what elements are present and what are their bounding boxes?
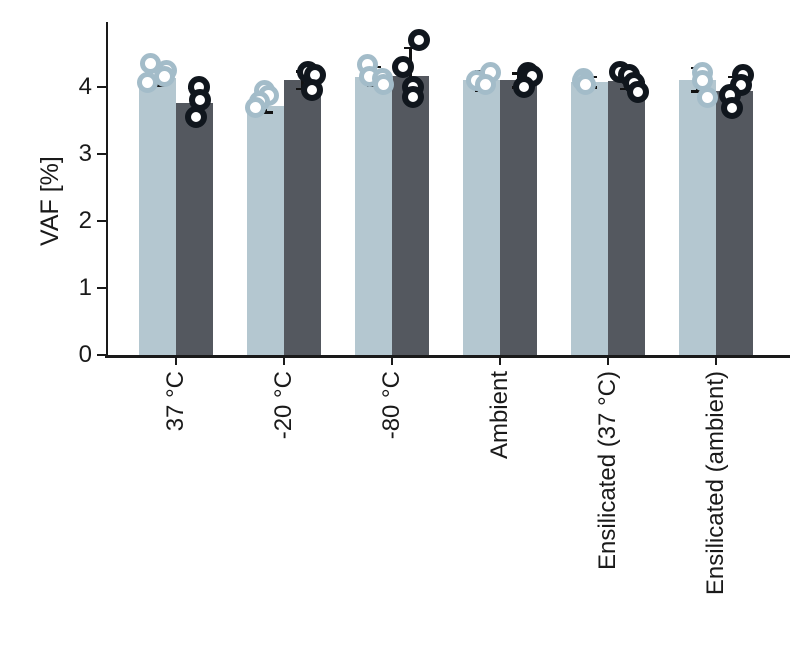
x-category-label: Ensilicated (ambient): [702, 371, 729, 596]
data-point: [626, 80, 649, 103]
x-axis-line: [105, 354, 790, 358]
dark-bar: [608, 80, 645, 357]
dark-bar: [716, 91, 753, 357]
data-point: [373, 74, 394, 96]
y-tick: [97, 286, 107, 290]
dark-bar: [392, 75, 429, 357]
error-bar-cap: [403, 46, 418, 50]
data-point: [575, 73, 596, 95]
data-point: [407, 29, 430, 52]
x-tick: [606, 356, 610, 365]
y-tick: [97, 152, 107, 156]
light-bar: [571, 82, 608, 357]
y-tick-label: 0: [78, 341, 92, 368]
data-point: [391, 55, 414, 78]
y-tick-label: 2: [78, 207, 92, 234]
data-point: [697, 87, 718, 109]
light-bar: [355, 76, 392, 357]
data-point: [720, 96, 743, 119]
data-point: [401, 86, 424, 109]
data-point: [184, 106, 207, 129]
y-tick-label: 3: [78, 140, 92, 167]
data-point: [154, 66, 175, 88]
error-bar-cap: [258, 111, 273, 114]
data-point: [245, 96, 266, 118]
light-bar: [463, 80, 500, 357]
dark-bar: [284, 80, 321, 357]
y-tick: [97, 219, 107, 223]
light-bar: [247, 105, 284, 357]
light-bar: [139, 78, 176, 357]
x-category-label: -80 °C: [378, 371, 405, 440]
data-point: [300, 78, 323, 101]
y-tick: [97, 85, 107, 89]
y-tick: [97, 353, 107, 357]
y-tick-label: 1: [78, 274, 92, 301]
y-tick-label: 4: [78, 73, 92, 100]
x-tick: [282, 356, 286, 365]
dark-bar: [500, 79, 537, 357]
x-category-label: 37 °C: [162, 371, 189, 432]
data-point: [475, 74, 496, 96]
x-category-label: Ensilicated (37 °C): [594, 371, 621, 571]
light-bar: [679, 80, 716, 357]
x-category-label: -20 °C: [270, 371, 297, 440]
dark-bar: [176, 103, 213, 357]
x-tick: [498, 356, 502, 365]
x-tick: [390, 356, 394, 365]
x-tick: [174, 356, 178, 365]
y-axis-line: [105, 22, 108, 358]
x-category-label: Ambient: [486, 371, 513, 460]
data-point: [512, 76, 535, 98]
x-tick: [714, 356, 718, 365]
